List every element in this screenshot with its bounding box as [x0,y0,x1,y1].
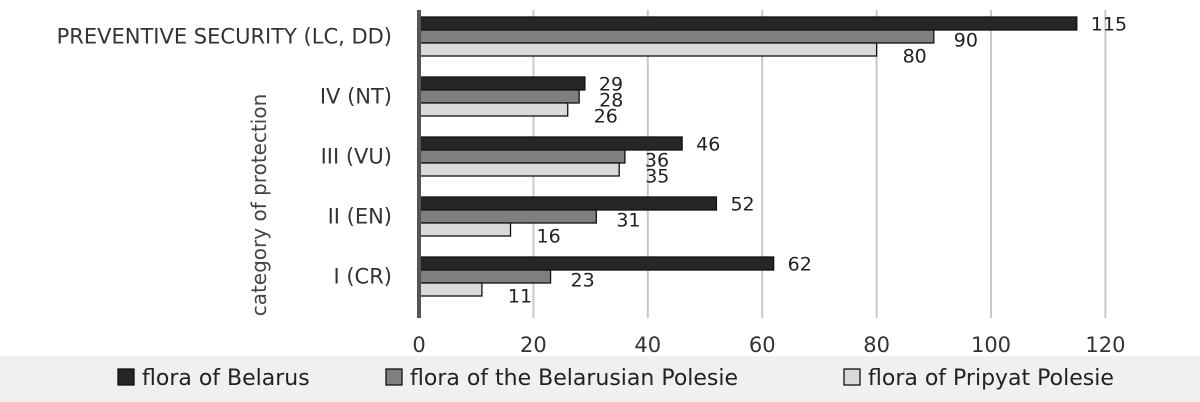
legend-entry: flora of the Belarusian Polesie [410,366,738,391]
data-label: 52 [730,194,754,216]
bar [418,196,718,211]
x-tick-label: 60 [749,333,776,357]
category-labels: PREVENTIVE SECURITY (LC, DD) IV (NT) III (… [57,25,392,289]
bar [418,16,1078,31]
data-label: 46 [696,134,720,156]
legend-swatch [385,368,403,386]
x-tick-label: 80 [863,333,890,357]
legend-swatch [117,368,135,386]
bar [418,209,597,224]
data-label: 35 [645,166,669,188]
data-label: 90 [954,30,978,52]
bars [418,16,1078,297]
data-label: 23 [571,270,595,292]
category-label: I (CR) [333,265,392,289]
bar [418,102,569,117]
x-tick-label: 0 [412,333,425,357]
data-label: 29 [599,74,623,96]
x-tick-label: 20 [520,333,547,357]
category-label: IV (NT) [320,85,392,109]
gridlines [532,10,1107,318]
data-label: 26 [594,106,618,128]
category-label: III (VU) [321,145,392,169]
data-label: 36 [645,150,669,172]
legend-entry: flora of Pripyat Polesie [868,366,1114,391]
data-label: 16 [537,226,561,248]
x-tick-label: 120 [1085,333,1125,357]
x-tick-label: 100 [971,333,1011,357]
bar [418,162,620,177]
data-label: 62 [788,254,812,276]
bar [418,269,552,284]
data-label: 80 [903,46,927,68]
data-label: 115 [1091,14,1127,36]
bar [418,42,878,57]
bar [418,89,580,104]
category-label: II (EN) [328,205,392,229]
x-tick-labels: 0 20 40 60 80 100 120 [412,333,1125,357]
bar [418,282,483,297]
bar [418,136,683,151]
legend-band [0,356,1200,402]
data-label: 28 [599,90,623,112]
legend-swatch [843,368,861,386]
legend-entry: flora of Belarus [142,366,310,391]
x-tick-label: 40 [634,333,661,357]
bar [418,149,626,164]
category-label: PREVENTIVE SECURITY (LC, DD) [57,25,392,49]
legend: flora of Belarus flora of the Belarusian … [117,366,1114,391]
bar [418,256,775,271]
y-axis-label: category of protection [247,94,271,317]
data-label: 11 [508,286,532,308]
bar [418,76,586,91]
data-label: 31 [616,210,640,232]
bar [418,29,935,44]
bar [418,222,512,237]
